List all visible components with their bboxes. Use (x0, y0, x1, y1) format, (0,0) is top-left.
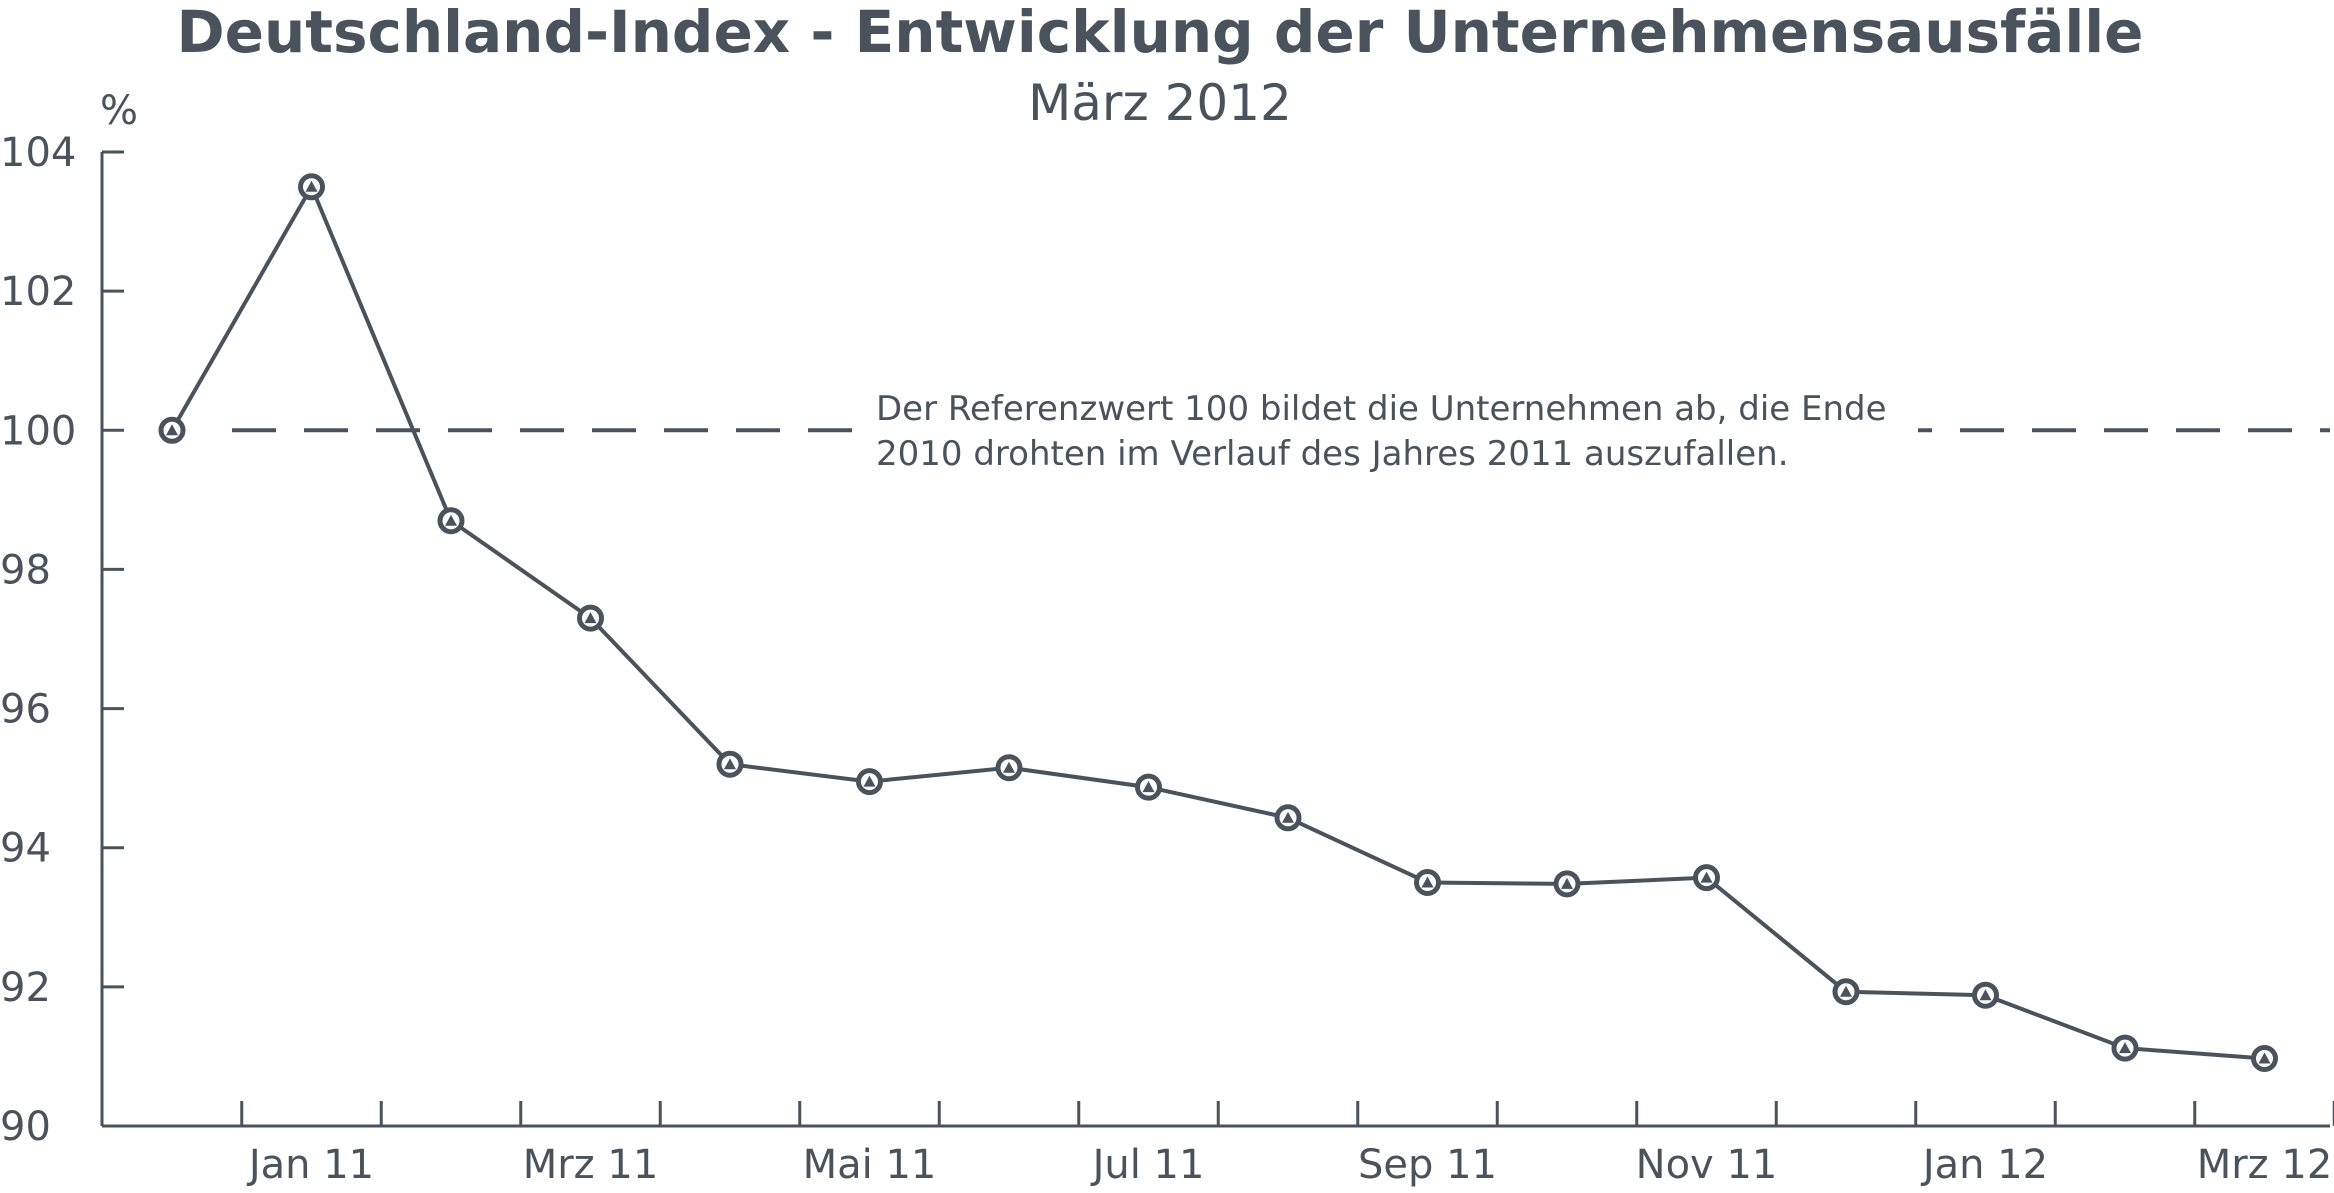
x-tick-label: Sep 11 (1358, 1142, 1497, 1188)
x-tick-label: Jul 11 (1090, 1142, 1205, 1188)
marker-layer (158, 173, 2278, 1073)
x-tick-label: Mrz 11 (523, 1142, 659, 1188)
data-point (298, 173, 325, 201)
data-point-triangle-icon (1421, 876, 1434, 888)
data-point (2111, 1034, 2139, 1062)
chart-title: Deutschland-Index - Entwicklung der Unte… (176, 0, 2143, 66)
data-point-triangle-icon (1282, 811, 1294, 823)
data-point (1414, 869, 1441, 896)
data-point-triangle-icon (1003, 761, 1015, 773)
series-line (170, 182, 2265, 1061)
data-point-triangle-icon (1700, 871, 1713, 883)
data-point (1274, 804, 1302, 832)
x-axis: Jan 11 Mrz 11 Mai 11 Jul 11 Sep 11 Nov 11 Jan … (102, 1101, 2334, 1188)
data-point (158, 416, 186, 444)
chart-subtitle: März 2012 (1028, 74, 1292, 132)
data-point (1832, 978, 1860, 1006)
data-point (1693, 864, 1720, 892)
x-tick-label: Mrz 12 (2197, 1142, 2333, 1188)
x-tick-label: Nov 11 (1636, 1142, 1778, 1188)
data-point (1972, 981, 1999, 1009)
data-point (1135, 773, 1162, 801)
annotation-background (868, 380, 1918, 480)
data-point-triangle-icon (1561, 877, 1573, 889)
x-tick-label: Jan 11 (246, 1142, 374, 1188)
y-tick-label: 94 (0, 826, 51, 872)
reference-annotation: Der Referenzwert 100 bildet die Unterneh… (868, 380, 1918, 480)
data-point-triangle-icon (305, 180, 318, 192)
data-point (2251, 1045, 2278, 1073)
series-layer (170, 182, 2265, 1061)
data-point (995, 754, 1023, 782)
data-point-triangle-icon (166, 424, 178, 436)
data-point-triangle-icon (1840, 985, 1852, 997)
data-point-triangle-icon (445, 514, 457, 526)
data-point-triangle-icon (584, 612, 597, 624)
y-axis-unit-label: % (100, 88, 138, 134)
y-tick-label: 92 (0, 965, 51, 1011)
x-tick-label: Jan 12 (1920, 1142, 2048, 1188)
data-point-triangle-icon (1142, 781, 1155, 793)
y-tick-label: 96 (0, 687, 51, 733)
data-point (577, 604, 604, 632)
data-point (856, 768, 883, 796)
x-tick-label: Mai 11 (803, 1142, 937, 1188)
data-point-triangle-icon (2119, 1042, 2131, 1054)
y-tick-label: 100 (0, 408, 76, 454)
data-point (1553, 870, 1581, 898)
data-point-triangle-icon (1979, 989, 1992, 1001)
data-point (716, 750, 744, 778)
annotation-line-2: 2010 drohten im Verlauf des Jahres 2011 … (876, 434, 1789, 474)
y-axis: 90 92 94 96 98 100 102 104 (0, 130, 124, 1150)
y-tick-label: 90 (0, 1104, 51, 1150)
data-point-triangle-icon (724, 758, 736, 770)
data-point (437, 507, 465, 535)
y-tick-label: 98 (0, 547, 51, 593)
data-point-triangle-icon (863, 775, 876, 787)
y-tick-label: 104 (0, 130, 76, 176)
data-point-triangle-icon (2258, 1052, 2271, 1064)
y-tick-label: 102 (0, 269, 76, 315)
annotation-line-1: Der Referenzwert 100 bildet die Unterneh… (876, 389, 1887, 429)
